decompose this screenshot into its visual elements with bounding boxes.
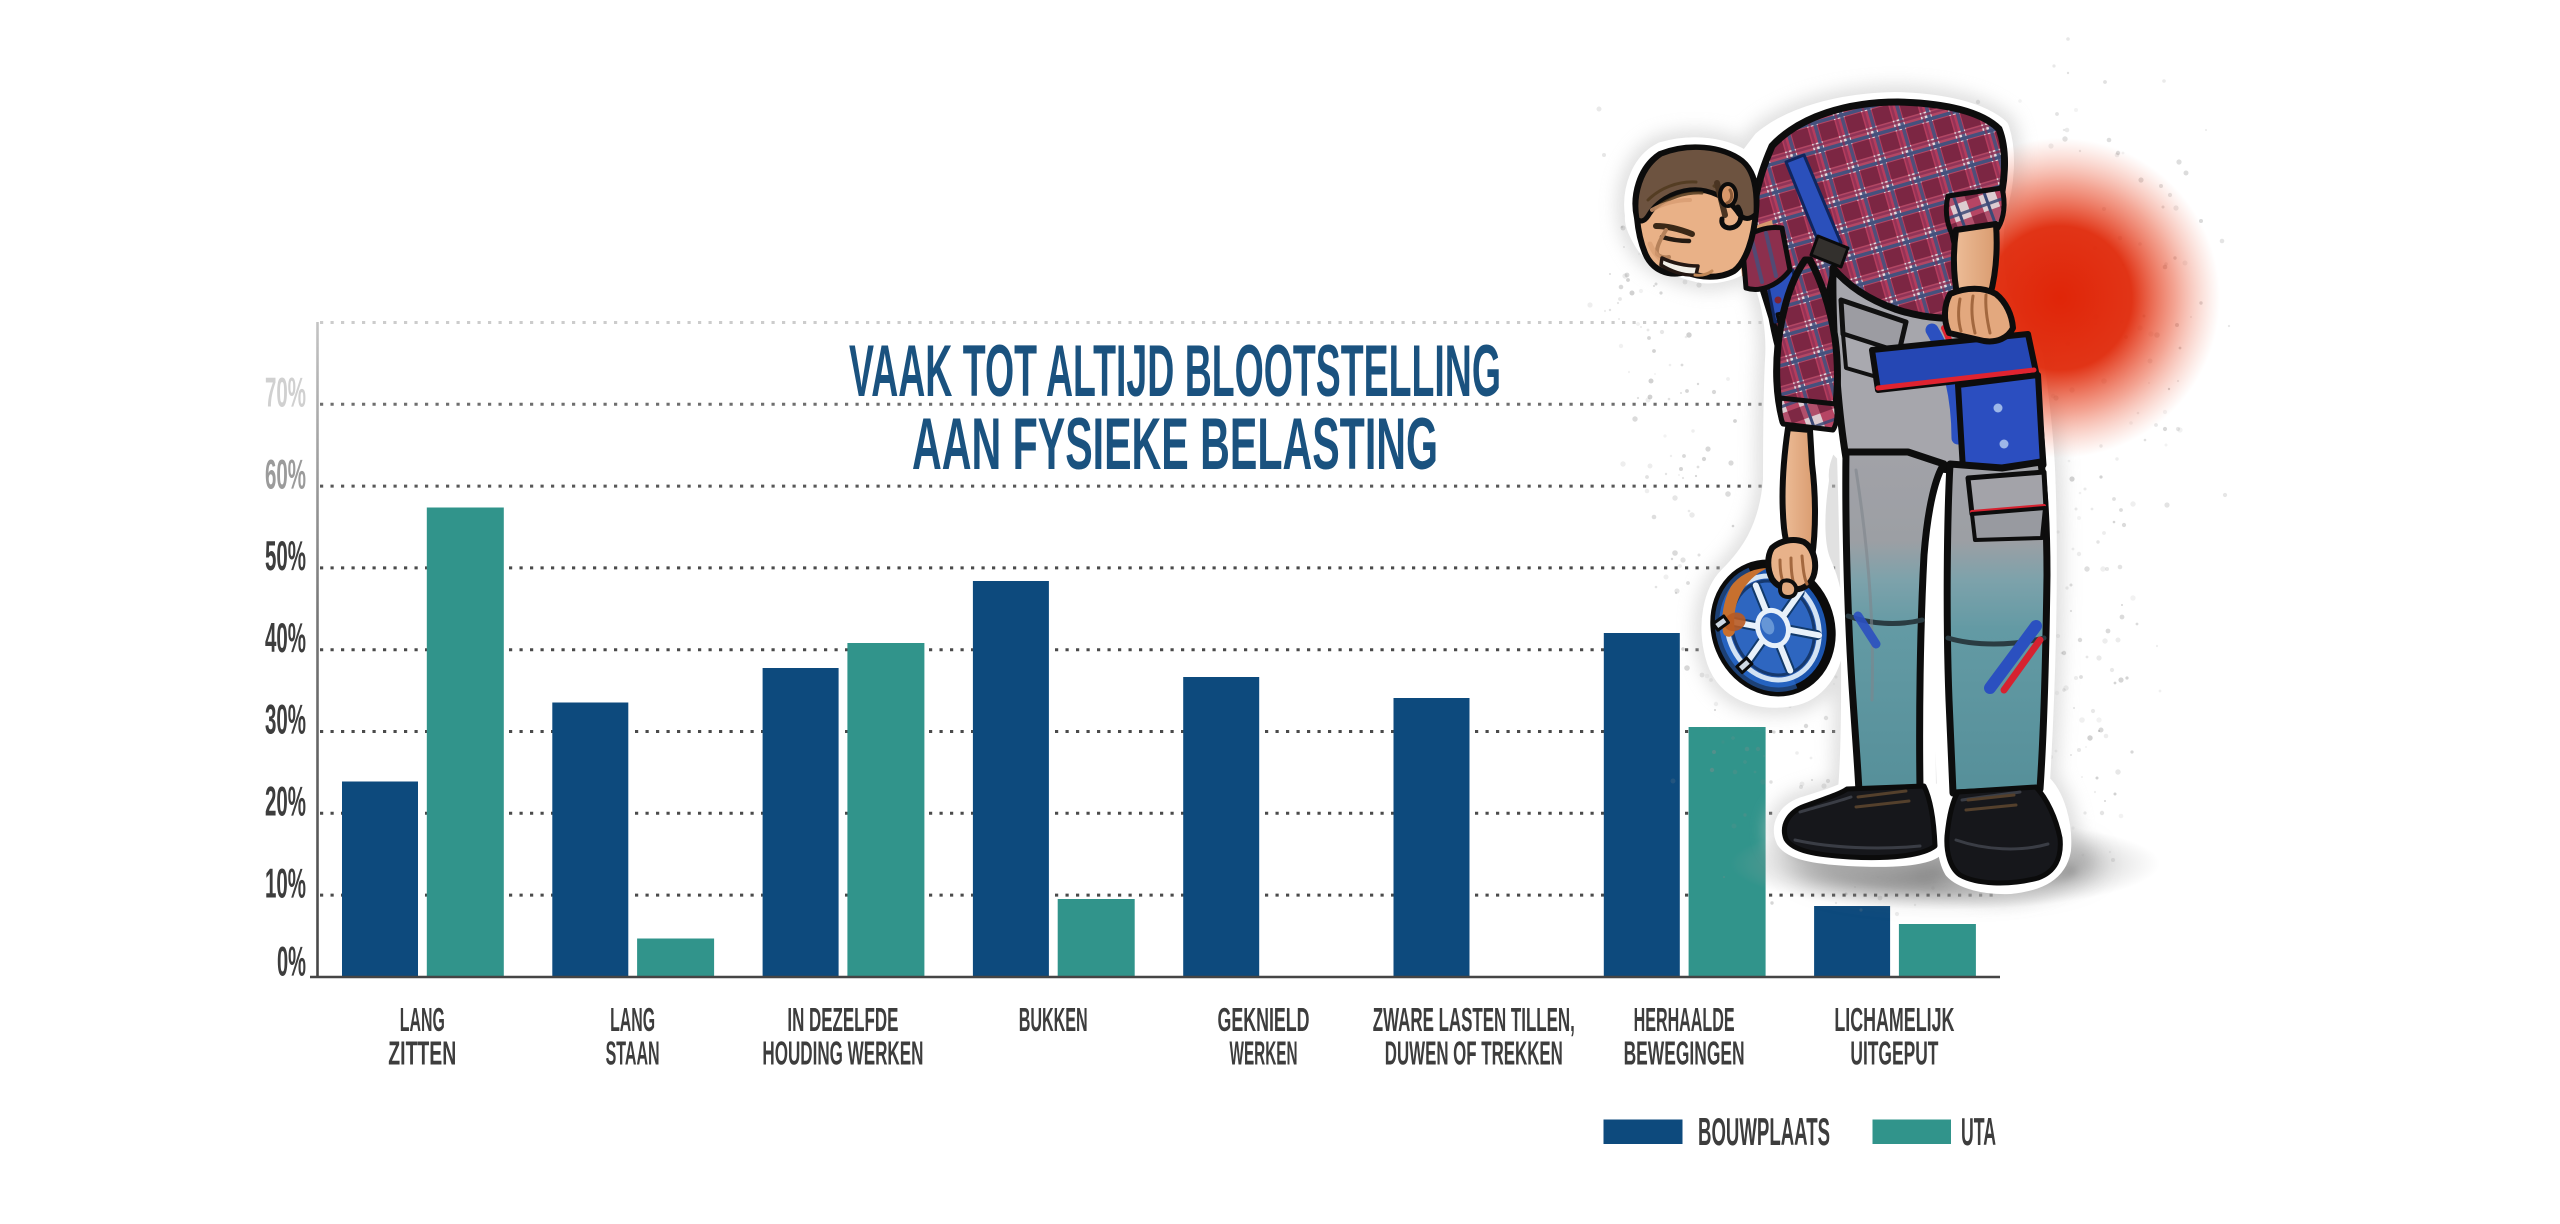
svg-text:UITGEPUT: UITGEPUT bbox=[1850, 1035, 1938, 1072]
svg-text:STAAN: STAAN bbox=[606, 1035, 660, 1072]
svg-text:70%: 70% bbox=[265, 369, 306, 416]
svg-text:40%: 40% bbox=[265, 614, 306, 661]
svg-text:30%: 30% bbox=[265, 696, 306, 743]
svg-text:BOUWPLAATS: BOUWPLAATS bbox=[1698, 1111, 1830, 1154]
svg-text:50%: 50% bbox=[265, 532, 306, 579]
svg-text:BEWEGINGEN: BEWEGINGEN bbox=[1624, 1035, 1745, 1072]
svg-text:HOUDING WERKEN: HOUDING WERKEN bbox=[762, 1035, 923, 1072]
svg-text:LANG: LANG bbox=[610, 1001, 655, 1038]
svg-text:IN DEZELFDE: IN DEZELFDE bbox=[787, 1001, 898, 1038]
svg-text:UTA: UTA bbox=[1961, 1111, 1996, 1154]
svg-text:60%: 60% bbox=[265, 450, 306, 497]
svg-text:BUKKEN: BUKKEN bbox=[1019, 1001, 1088, 1038]
svg-text:WERKEN: WERKEN bbox=[1230, 1035, 1298, 1072]
svg-text:AAN FYSIEKE BELASTING: AAN FYSIEKE BELASTING bbox=[912, 404, 1438, 485]
svg-text:DUWEN OF TREKKEN: DUWEN OF TREKKEN bbox=[1385, 1035, 1563, 1072]
svg-text:GEKNIELD: GEKNIELD bbox=[1218, 1001, 1310, 1038]
svg-text:0%: 0% bbox=[277, 938, 306, 985]
svg-text:HERHAALDE: HERHAALDE bbox=[1634, 1001, 1735, 1038]
svg-text:ZWARE LASTEN TILLEN,: ZWARE LASTEN TILLEN, bbox=[1373, 1001, 1575, 1038]
svg-text:ZITTEN: ZITTEN bbox=[388, 1035, 456, 1072]
svg-text:20%: 20% bbox=[265, 778, 306, 825]
svg-text:LANG: LANG bbox=[400, 1001, 445, 1038]
svg-text:VAAK TOT ALTIJD BLOOTSTELLING: VAAK TOT ALTIJD BLOOTSTELLING bbox=[849, 331, 1501, 412]
svg-text:LICHAMELIJK: LICHAMELIJK bbox=[1834, 1001, 1954, 1038]
svg-text:10%: 10% bbox=[265, 859, 306, 906]
